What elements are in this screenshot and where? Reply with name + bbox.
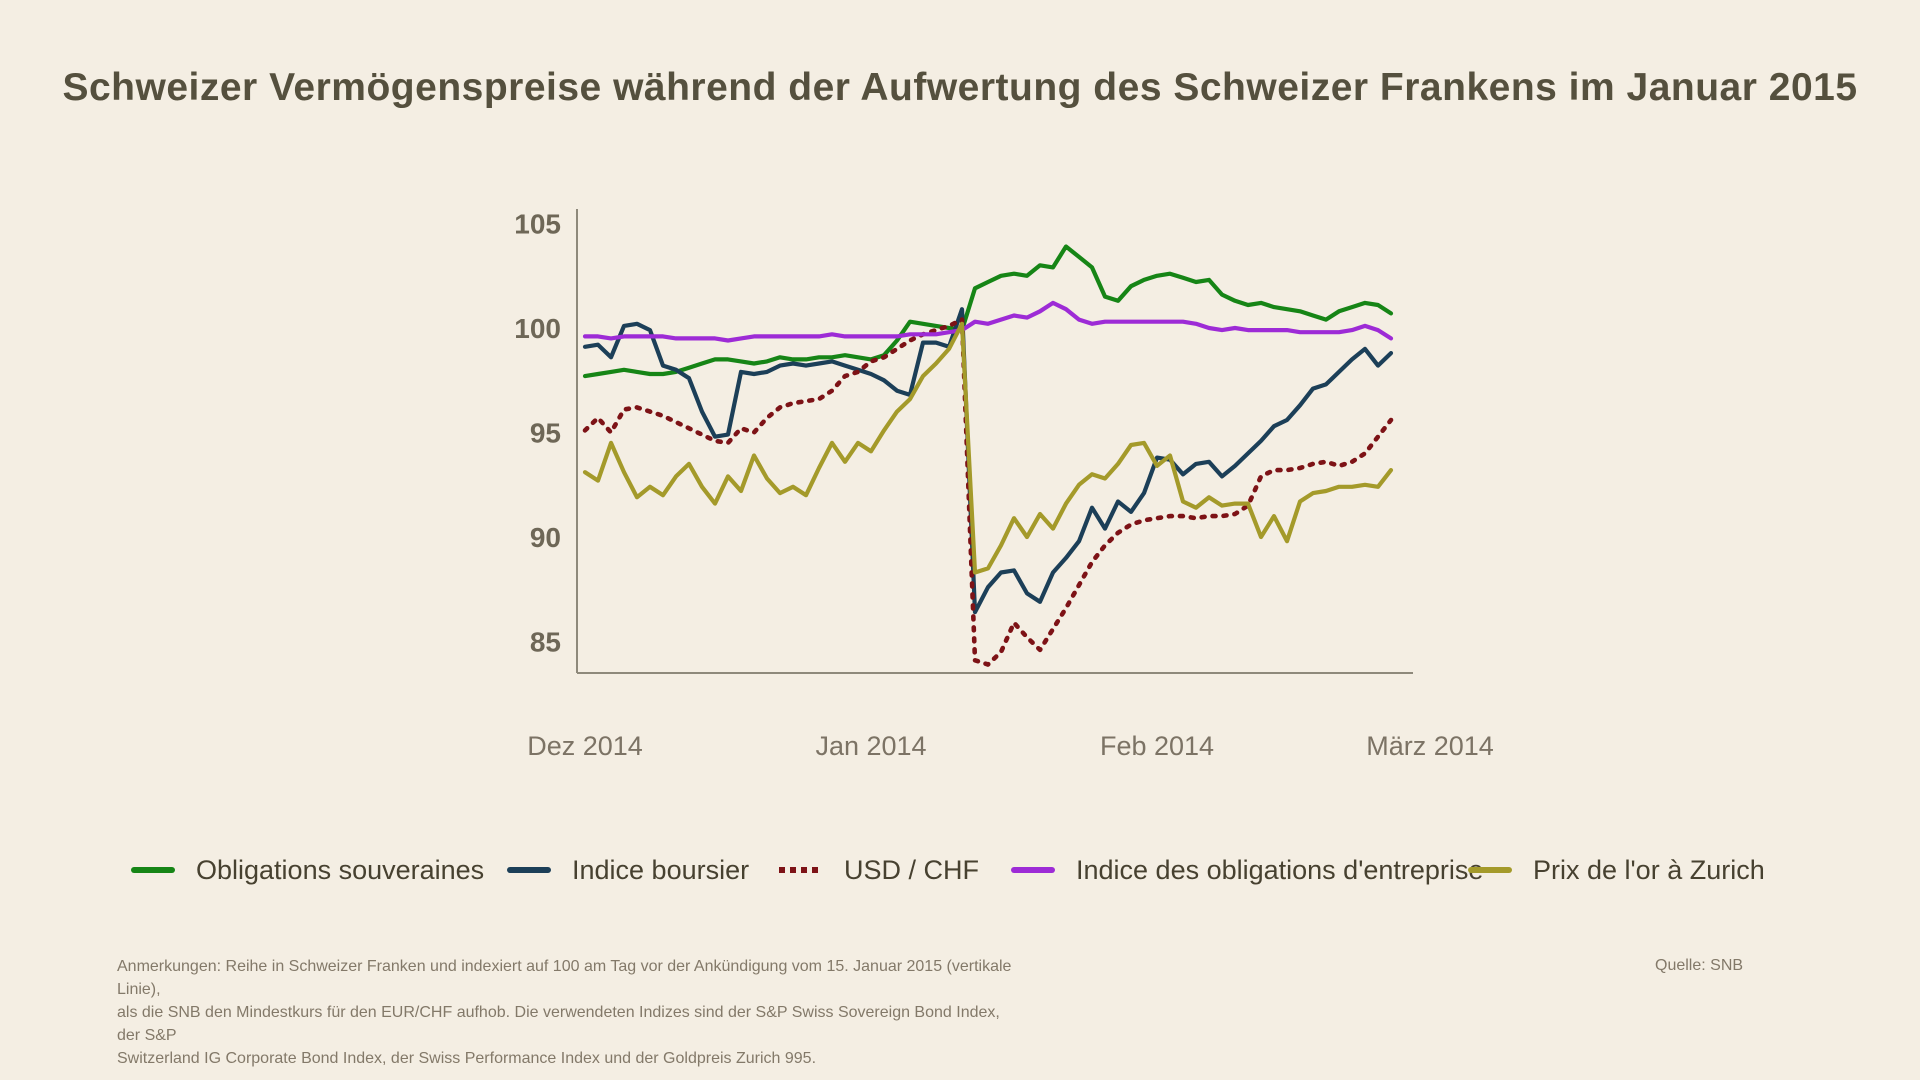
legend-swatch [779,867,823,873]
series-line-prix-de-l-or-zurich [582,321,1394,575]
legend-item-usd-chf: USD / CHF [779,852,979,888]
y-tick-label: 100 [514,313,561,344]
footnote: Anmerkungen: Reihe in Schweizer Franken … [117,955,1017,1070]
legend-item-obligations-souveraines: Obligations souveraines [131,852,484,888]
x-tick-label: Dez 2014 [527,731,643,761]
legend-item-indice-des-obligations-d-entreprise: Indice des obligations d'entreprise [1011,852,1483,888]
series-line-usd-chf [582,317,1394,667]
x-tick-label: März 2014 [1366,731,1494,761]
legend-label: Obligations souveraines [196,854,485,885]
footnote-line: Anmerkungen: Reihe in Schweizer Franken … [117,958,1012,998]
legend-swatch [131,867,175,873]
series-line-indice-boursier [582,307,1394,615]
series-line-obligations-souveraines [582,244,1394,379]
legend-swatch [1468,867,1512,873]
y-tick-label: 90 [530,522,561,553]
legend-swatch [507,867,551,873]
series-line-indice-des-obligations-d-entreprise [582,300,1394,343]
legend-swatch [1011,867,1055,873]
x-tick-label: Jan 2014 [815,731,926,761]
legend-label: Prix de l'or à Zurich [1533,854,1765,885]
footnote-line: als die SNB den Mindestkurs für den EUR/… [117,1004,1000,1044]
legend-label: USD / CHF [844,854,979,885]
source-label: Quelle: SNB [1655,957,1744,974]
y-tick-label: 95 [530,418,561,449]
y-tick-label: 105 [514,209,561,240]
legend-label: Indice boursier [572,854,750,885]
legend-item-prix-de-l-or-zurich: Prix de l'or à Zurich [1468,852,1765,888]
legend-item-indice-boursier: Indice boursier [507,852,749,888]
legend-label: Indice des obligations d'entreprise [1076,854,1484,885]
page-title: Schweizer Vermögenspreise während der Au… [62,66,1858,109]
footnote-line: Switzerland IG Corporate Bond Index, der… [117,1050,817,1067]
x-tick-label: Feb 2014 [1100,731,1214,761]
y-tick-label: 85 [530,627,561,658]
